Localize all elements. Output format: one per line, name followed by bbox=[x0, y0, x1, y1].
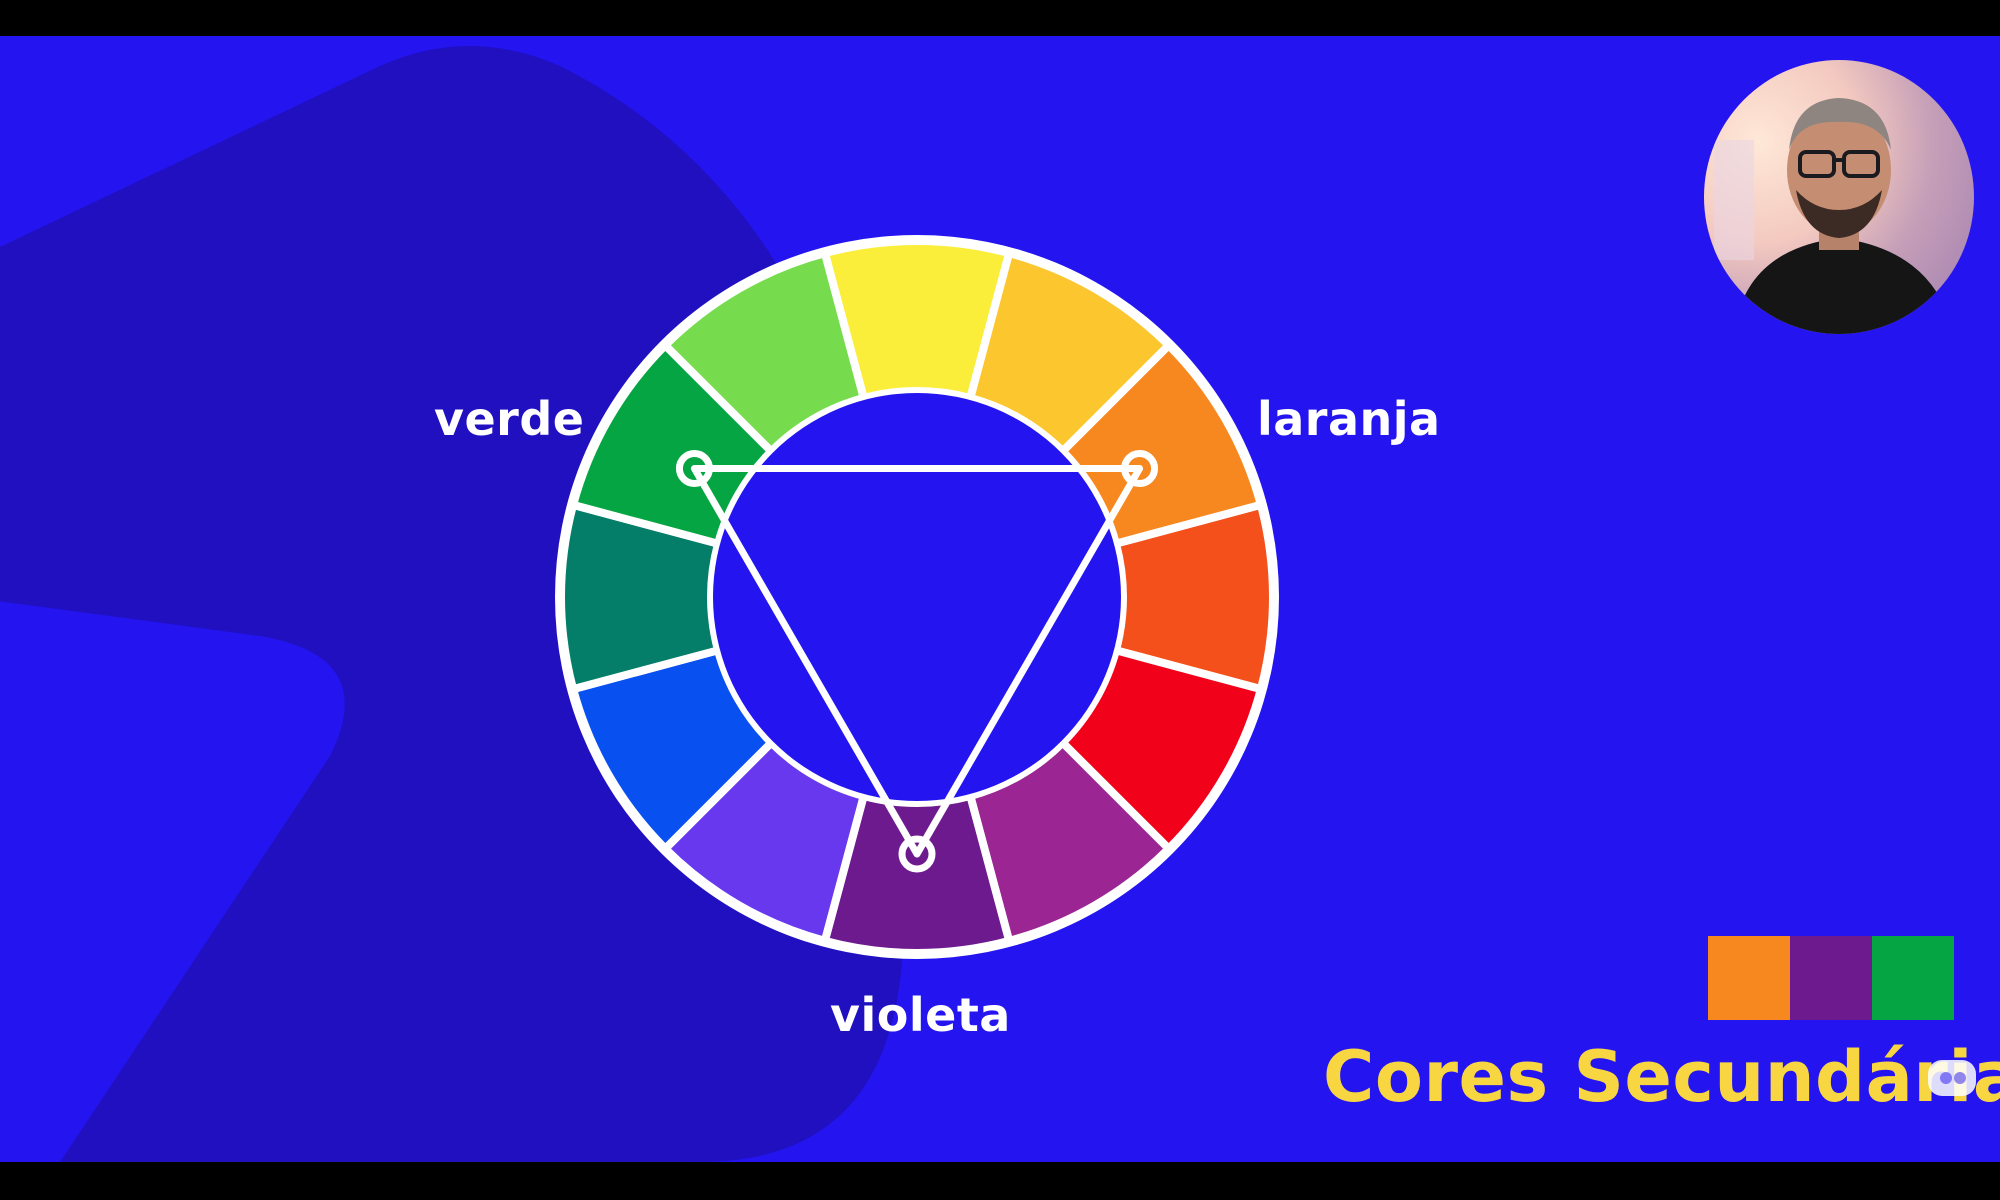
color-wheel-diagram bbox=[0, 46, 1279, 1162]
triangle-vertex-marker bbox=[675, 450, 713, 487]
channel-watermark-icon bbox=[1926, 1056, 1980, 1102]
presenter-webcam-icon bbox=[1704, 60, 1974, 334]
watermark-logo-icon bbox=[1928, 1060, 1976, 1096]
label-laranja: laranja bbox=[1257, 392, 1441, 446]
swatch-laranja bbox=[1708, 936, 1790, 1020]
color-wheel bbox=[555, 235, 1279, 959]
background-shape bbox=[0, 46, 904, 1162]
wheel-center bbox=[713, 393, 1121, 801]
section-title: Cores Secundárias bbox=[1323, 1036, 2000, 1118]
swatch-violeta bbox=[1790, 936, 1872, 1020]
triangle-outline bbox=[690, 465, 1144, 858]
label-violeta: violeta bbox=[830, 988, 1011, 1042]
secondary-triangle bbox=[675, 450, 1159, 873]
triangle-vertex-marker bbox=[1121, 450, 1159, 487]
triangle-vertex-marker bbox=[898, 835, 936, 873]
swatch-verde bbox=[1872, 936, 1954, 1020]
wheel-segment bbox=[661, 249, 868, 456]
label-verde: verde bbox=[434, 392, 585, 446]
slide: verde laranja violeta Cores Secundárias bbox=[0, 36, 2000, 1162]
presenter-avatar-icon bbox=[1714, 98, 1954, 334]
